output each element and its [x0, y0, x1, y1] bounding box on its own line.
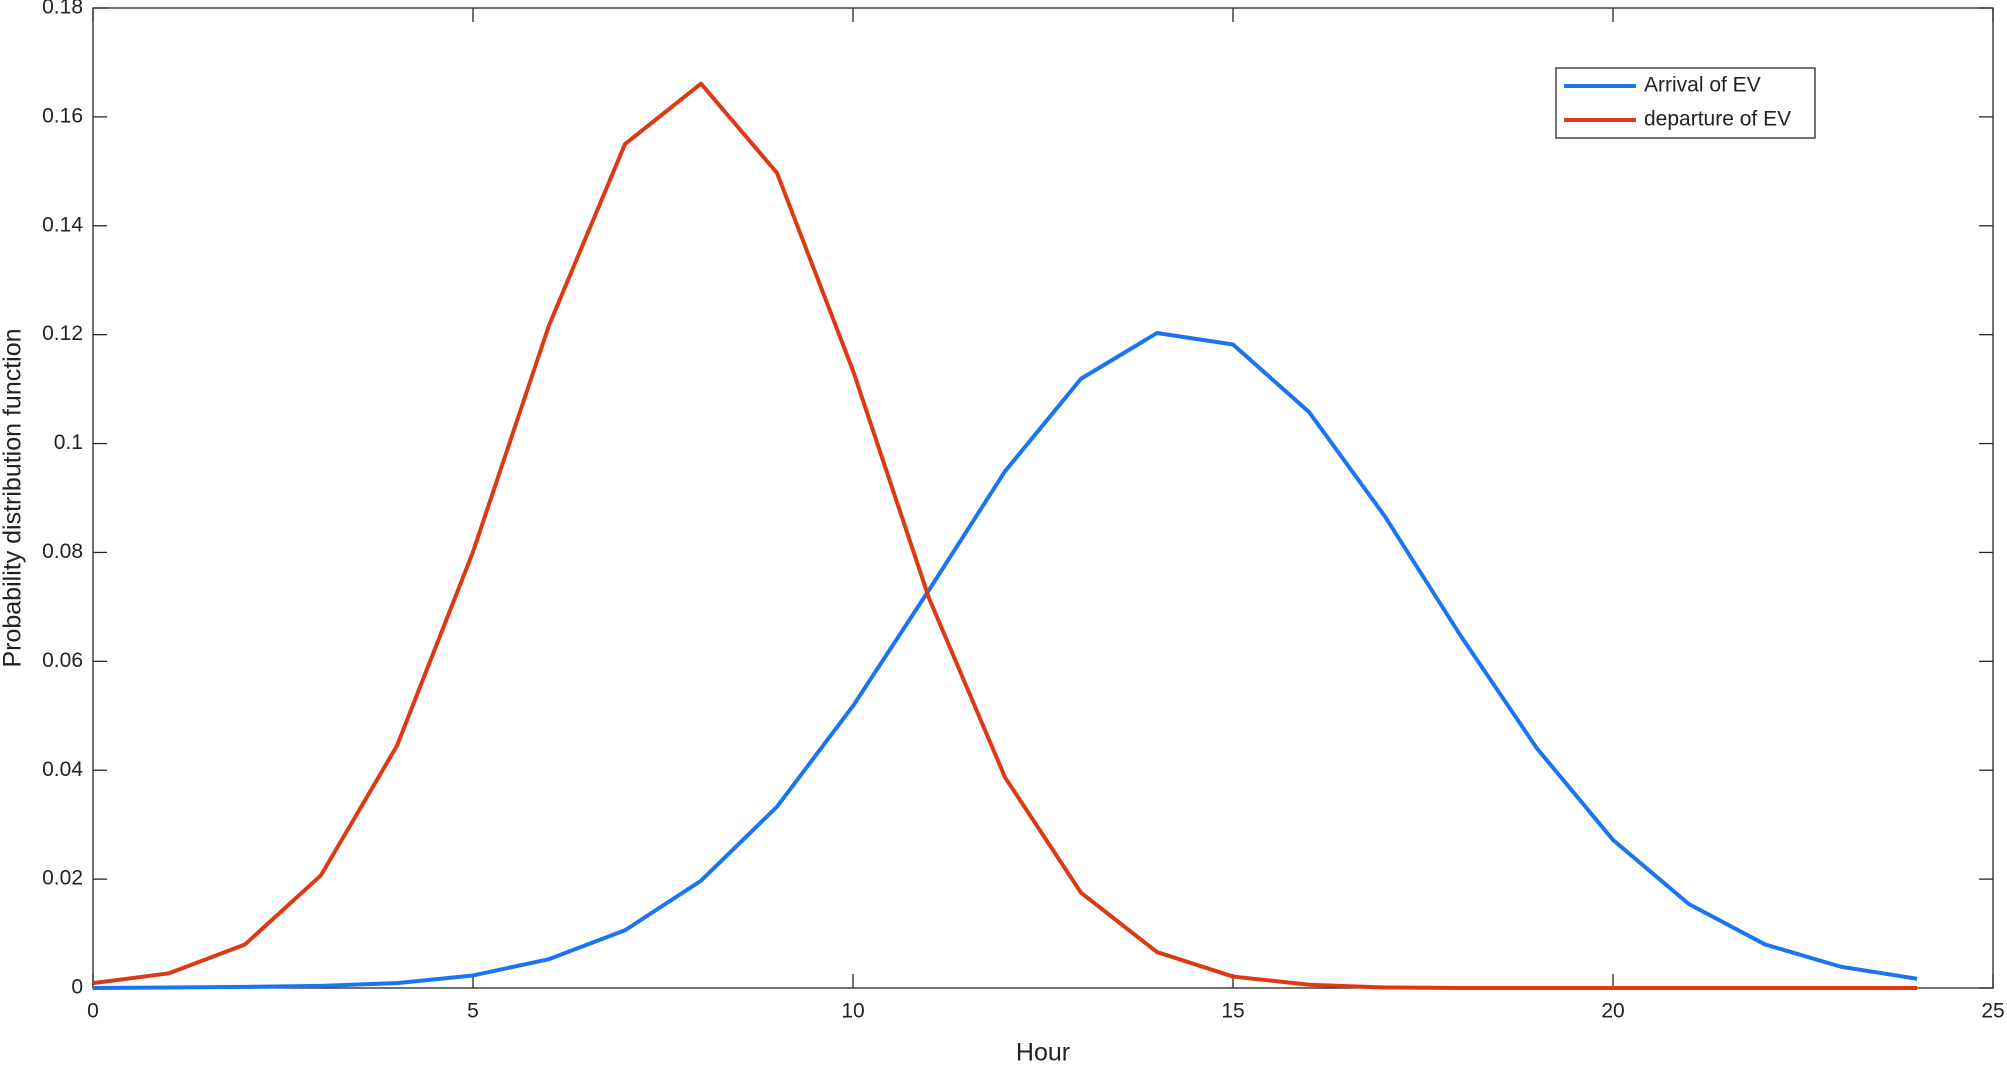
y-tick-label: 0.08	[42, 540, 83, 563]
x-axis-title: Hour	[1016, 1039, 1070, 1067]
x-tick-label: 5	[467, 1000, 479, 1023]
y-axis-title: Probability distribution function	[0, 328, 27, 667]
y-tick-label: 0.12	[42, 322, 83, 345]
y-tick-label: 0	[71, 976, 83, 999]
y-tick-label: 0.02	[42, 867, 83, 890]
legend-box	[1555, 67, 1816, 139]
plot-area	[92, 7, 1994, 989]
y-tick-label: 0.06	[42, 649, 83, 672]
x-tick-label: 15	[1221, 1000, 1244, 1023]
y-tick-label: 0.18	[42, 0, 83, 19]
x-tick-label: 10	[841, 1000, 864, 1023]
y-tick-label: 0.1	[54, 431, 83, 454]
y-tick-label: 0.14	[42, 213, 83, 236]
x-tick-label: 20	[1601, 1000, 1624, 1023]
y-tick-label: 0.04	[42, 758, 83, 781]
x-tick-label: 25	[1981, 1000, 2004, 1023]
legend-label: Arrival of EV	[1644, 74, 1761, 97]
line-series	[92, 331, 1918, 990]
y-tick-label: 0.16	[42, 104, 83, 127]
line-series	[92, 81, 1917, 990]
legend-label: departure of EV	[1644, 108, 1791, 131]
x-tick-label: 0	[87, 1000, 99, 1023]
